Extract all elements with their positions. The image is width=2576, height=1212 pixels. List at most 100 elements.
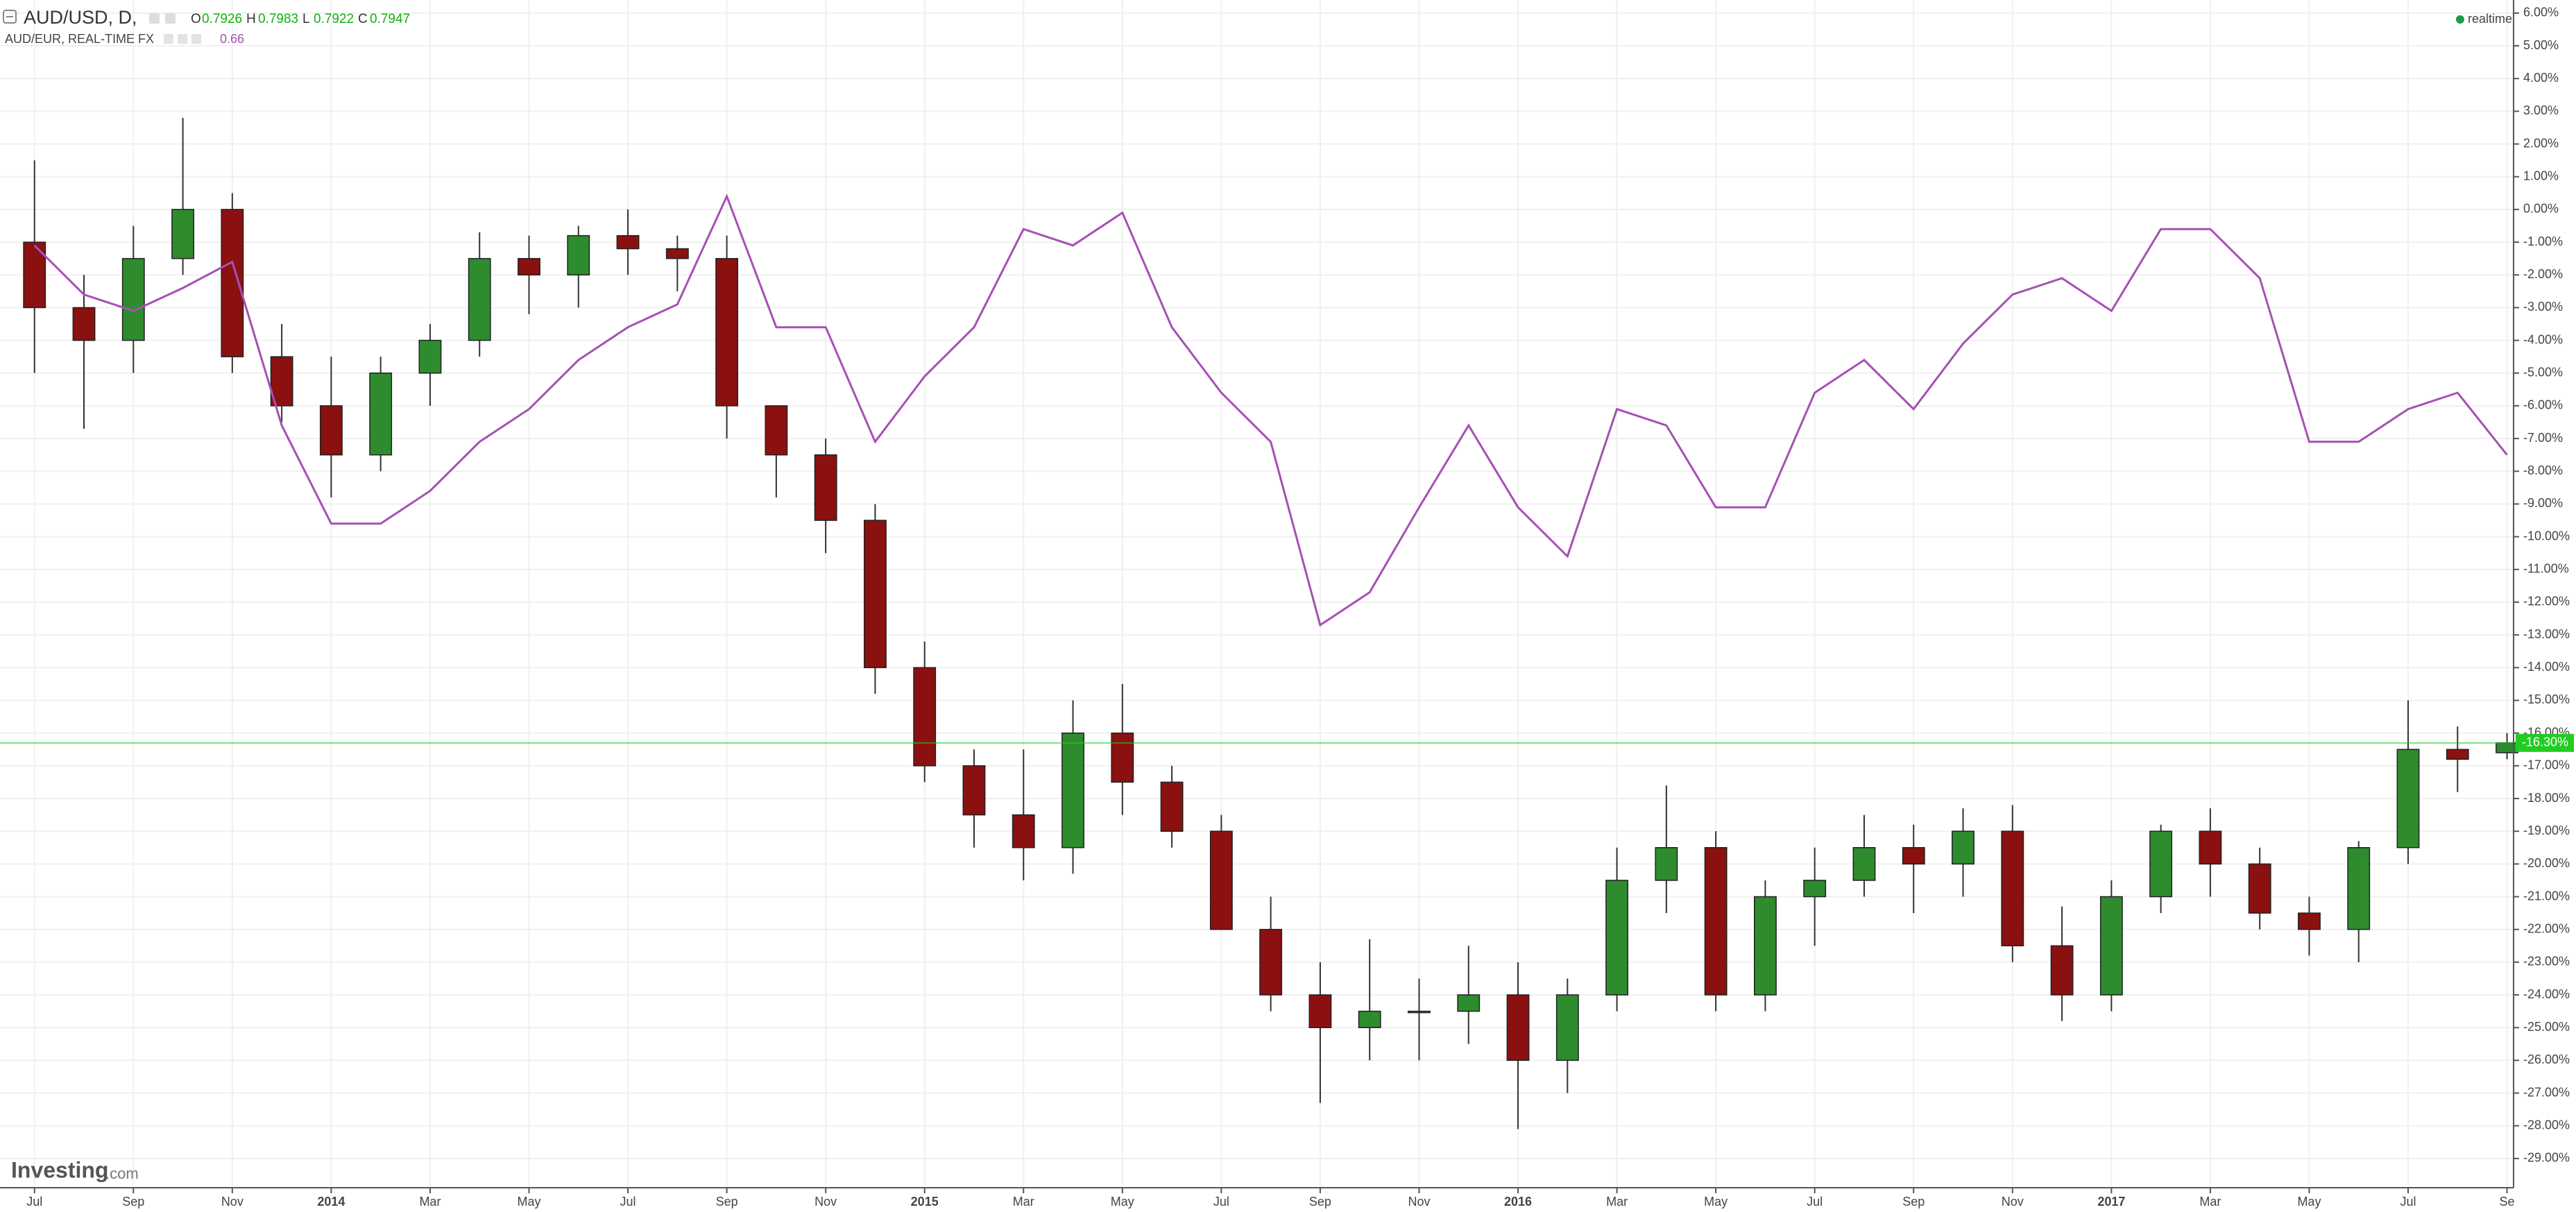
remove-icon[interactable] [191,34,201,44]
hide-icon[interactable] [165,13,176,24]
x-tick-label: Nov [1408,1195,1430,1209]
y-tick-label: -4.00% [2523,332,2563,346]
readout-value: 0.7947 [370,12,410,26]
x-tick-label: 2016 [1504,1195,1532,1209]
candle-body [2396,749,2420,848]
candle-body [1408,1010,1431,1014]
status-dot [2456,15,2464,24]
series-name: AUD/USD, D, [24,7,137,28]
y-tick-label: -23.00% [2523,955,2570,968]
y-tick-label: -21.00% [2523,889,2570,903]
candle-body [567,234,590,275]
series-name: AUD/EUR, REAL-TIME FX [5,32,154,46]
candle-body [962,765,986,816]
candle-body [1902,847,1925,865]
candle-body [1704,847,1728,996]
x-tick-label: Mar [2199,1195,2221,1209]
candle-body [171,209,194,259]
x-tick-label: Sep [122,1195,144,1209]
candle-body [2248,863,2271,914]
y-tick-label: -9.00% [2523,496,2563,510]
candle-body [1111,732,1134,783]
logo-suffix: .com [105,1165,139,1182]
y-tick-label: -3.00% [2523,300,2563,314]
hide-icon[interactable] [178,34,187,44]
y-tick-label: 3.00% [2523,103,2559,117]
y-tick-label: -25.00% [2523,1020,2570,1034]
candle-body [1061,732,1084,848]
y-tick-label: 4.00% [2523,71,2559,85]
y-tick-label: 0.00% [2523,202,2559,216]
candle-body [2446,749,2469,760]
collapse-icon[interactable] [3,10,17,24]
y-tick-label: -2.00% [2523,267,2563,281]
x-tick-label: Sep [716,1195,738,1209]
x-tick-label: May [1111,1195,1134,1209]
candle-body [2001,830,2024,947]
candle-body [814,454,837,521]
y-tick-label: -18.00% [2523,791,2570,805]
status-text: realtime [2468,12,2512,26]
y-tick-label: -8.00% [2523,463,2563,477]
candle-body [1358,1010,1381,1028]
y-tick-label: -15.00% [2523,692,2570,706]
x-tick-label: Mar [1606,1195,1628,1209]
y-tick-label: -11.00% [2523,562,2569,576]
x-tick-label: Sep [1902,1195,1925,1209]
logo-brand: Investing [11,1157,108,1182]
settings-icon[interactable] [149,13,160,24]
y-tick-label: -13.00% [2523,627,2570,641]
candle-body [1753,896,1777,996]
candle-body [1605,880,1629,996]
x-tick-label: Mar [419,1195,441,1209]
candle-body [616,234,640,250]
price-label: -16.30% [2522,735,2568,749]
candle-body [1308,994,1332,1028]
x-tick-label: Jul [620,1195,636,1209]
y-tick-label: 6.00% [2523,6,2559,19]
y-tick-label: 5.00% [2523,38,2559,52]
x-tick-label: Jul [1807,1195,1823,1209]
candle-body [1160,781,1184,832]
y-tick-label: -14.00% [2523,660,2570,674]
y-tick-label: -20.00% [2523,856,2570,870]
x-tick-label: 2014 [317,1195,345,1209]
candle-body [2496,742,2518,753]
y-tick-label: -1.00% [2523,234,2563,248]
candle-body [418,339,442,374]
candle-body [319,405,343,456]
price-label-box [2516,733,2574,752]
candle-body [1259,928,1283,996]
y-tick-label: -17.00% [2523,758,2570,772]
y-tick-label: 1.00% [2523,169,2559,182]
x-tick-label: Jul [2400,1195,2416,1209]
candle-body [2298,912,2321,930]
candle-body [1209,830,1233,930]
candle-body [715,257,739,407]
candle-body [1852,847,1876,881]
y-tick-label: -10.00% [2523,529,2570,543]
y-tick-label: -7.00% [2523,431,2563,445]
candle-body [2199,830,2222,865]
candle-body [518,257,540,275]
candle-body [72,307,96,341]
candle-body [2050,945,2074,996]
y-tick-label: -12.00% [2523,595,2570,608]
candle-body [270,356,293,407]
settings-icon[interactable] [164,34,173,44]
x-tick-label: Jul [1213,1195,1229,1209]
candle-body [369,373,393,456]
readout-value: 0.66 [220,32,244,46]
candle-body [665,248,689,259]
readout-label: H [246,12,256,26]
candle-body [864,520,887,669]
candle-body [1506,994,1530,1061]
y-tick-label: 2.00% [2523,136,2559,150]
x-tick-label: 2017 [2097,1195,2125,1209]
candle-body [2149,830,2173,898]
readout-value: 0.7922 [314,12,354,26]
x-tick-label: Sep [1309,1195,1331,1209]
x-tick-label: May [2297,1195,2321,1209]
